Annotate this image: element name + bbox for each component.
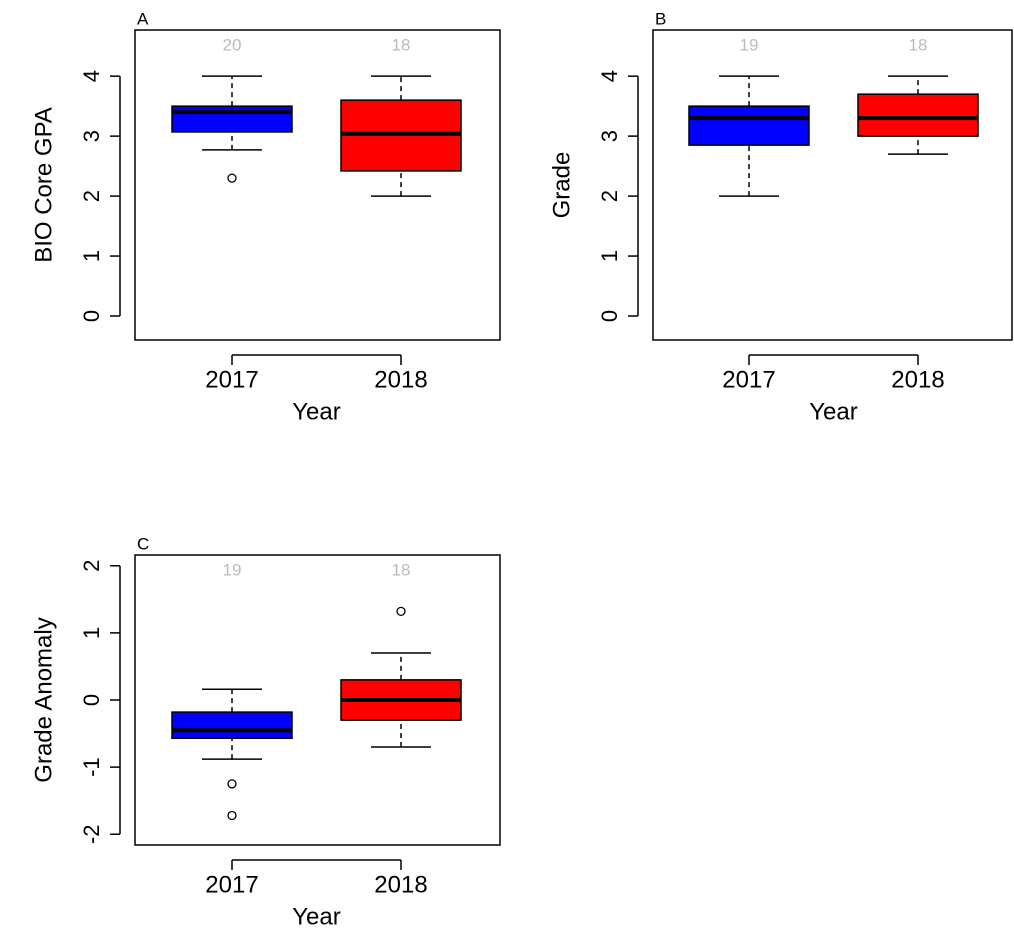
- count-label: 19: [223, 560, 242, 579]
- plot-frame: [134, 554, 501, 846]
- y-tick-label: 2: [597, 190, 622, 202]
- y-tick-label: 1: [79, 627, 104, 639]
- count-label: 18: [392, 35, 411, 54]
- x-tick-label: 2018: [374, 366, 427, 393]
- y-tick-label: 4: [597, 70, 622, 82]
- box: [688, 105, 810, 146]
- y-tick-label: 0: [79, 694, 104, 706]
- y-tick-label: 1: [597, 250, 622, 262]
- count-label: 18: [392, 560, 411, 579]
- count-label: 19: [740, 35, 759, 54]
- box: [171, 711, 293, 740]
- panel-title: B: [655, 9, 666, 28]
- x-tick-label: 2017: [205, 871, 258, 898]
- y-tick-label: 0: [79, 310, 104, 322]
- y-tick-label: -1: [79, 757, 104, 777]
- outlier: [396, 606, 406, 617]
- box: [857, 93, 979, 137]
- y-axis-label: Grade Anomaly: [30, 617, 57, 782]
- y-tick-label: 3: [79, 130, 104, 142]
- x-axis-label: Year: [292, 903, 341, 930]
- panel-title: C: [137, 534, 149, 553]
- y-tick-label: 2: [79, 560, 104, 572]
- x-tick-label: 2018: [891, 366, 944, 393]
- y-tick-label: -2: [79, 824, 104, 844]
- x-tick-label: 2017: [722, 366, 775, 393]
- y-axis-label: Grade: [548, 152, 575, 219]
- x-axis-label: Year: [292, 398, 341, 425]
- x-tick-label: 2018: [374, 871, 427, 898]
- count-label: 20: [223, 35, 242, 54]
- y-axis-label: BIO Core GPA: [30, 107, 57, 263]
- y-tick-label: 2: [79, 190, 104, 202]
- panel-title: A: [137, 9, 149, 28]
- plot-frame: [652, 29, 1013, 341]
- outlier: [227, 810, 237, 821]
- x-tick-label: 2017: [205, 366, 258, 393]
- outlier: [227, 173, 237, 183]
- plot-frame: [134, 29, 501, 341]
- y-tick-label: 3: [597, 130, 622, 142]
- y-tick-label: 0: [597, 310, 622, 322]
- box: [171, 105, 293, 133]
- count-label: 18: [909, 35, 928, 54]
- x-axis-label: Year: [809, 398, 858, 425]
- y-tick-label: 1: [79, 250, 104, 262]
- outlier: [227, 779, 237, 789]
- y-tick-label: 4: [79, 70, 104, 82]
